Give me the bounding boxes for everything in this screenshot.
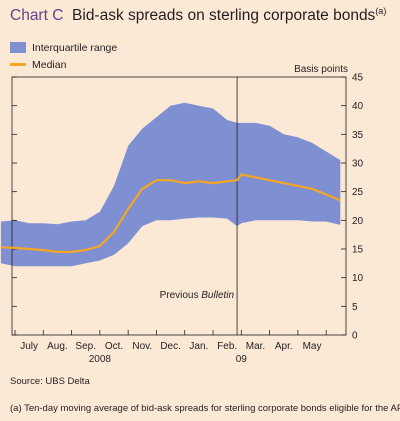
x-month-label: Mar.: [246, 341, 265, 352]
x-month-label: Jan.: [189, 341, 208, 352]
legend-label-median: Median: [32, 58, 67, 71]
source-note: Source: UBS Delta: [10, 376, 90, 387]
y-tick-label: 15: [352, 245, 364, 256]
legend-swatch-median: [10, 63, 26, 66]
plot-frame: [11, 76, 347, 336]
x-year-label: 2008: [89, 354, 112, 365]
chart-labels: 0 5 10 15 20 25 30 35 40 45 July Aug. Sep. Oct. Nov. De…: [20, 64, 363, 365]
y-tick-label: 5: [352, 302, 358, 313]
x-month-label: Apr.: [275, 341, 293, 352]
interquartile-range-band: [0, 102, 341, 267]
chart-legend: Interquartile range Median: [10, 39, 117, 73]
annotation-prefix: Previous: [160, 290, 202, 301]
x-month-label: Aug.: [47, 341, 68, 352]
chart-title: Chart C Bid-ask spreads on sterling corp…: [10, 6, 386, 25]
x-month-label: Nov.: [132, 341, 152, 352]
y-tick-label: 0: [352, 331, 358, 342]
y-tick-label: 35: [352, 130, 364, 141]
x-year-label: 09: [236, 354, 248, 365]
chart-title-text: Bid-ask spreads on sterling corporate bo…: [72, 7, 376, 25]
x-month-label: Feb.: [217, 341, 237, 352]
footnote: (a) Ten-day moving average of bid-ask sp…: [10, 403, 400, 414]
legend-item-median: Median: [10, 56, 117, 73]
x-month-label: July: [20, 341, 38, 352]
y-axis-label: Basis points: [294, 64, 348, 75]
y-tick-label: 25: [352, 187, 364, 198]
x-month-label: Sep.: [75, 341, 96, 352]
chart-axes: [11, 76, 347, 336]
x-month-label: Dec.: [160, 341, 181, 352]
y-tick-label: 40: [352, 101, 364, 112]
y-tick-label: 10: [352, 273, 364, 284]
y-tick-label: 45: [352, 73, 364, 84]
footnote-marker: (a): [375, 6, 387, 16]
median-line: [0, 173, 341, 253]
legend-item-band: Interquartile range: [10, 39, 117, 56]
y-tick-label: 20: [352, 216, 364, 227]
legend-label-band: Interquartile range: [32, 41, 118, 54]
chart-label: Chart C: [10, 7, 64, 25]
legend-swatch-band: [10, 42, 26, 53]
y-tick-label: 30: [352, 159, 364, 170]
x-month-label: May: [303, 341, 322, 352]
annotation-emph: Bulletin: [201, 290, 234, 301]
annotation-previous-bulletin: Previous Bulletin: [160, 290, 235, 301]
x-month-label: Oct.: [105, 341, 123, 352]
